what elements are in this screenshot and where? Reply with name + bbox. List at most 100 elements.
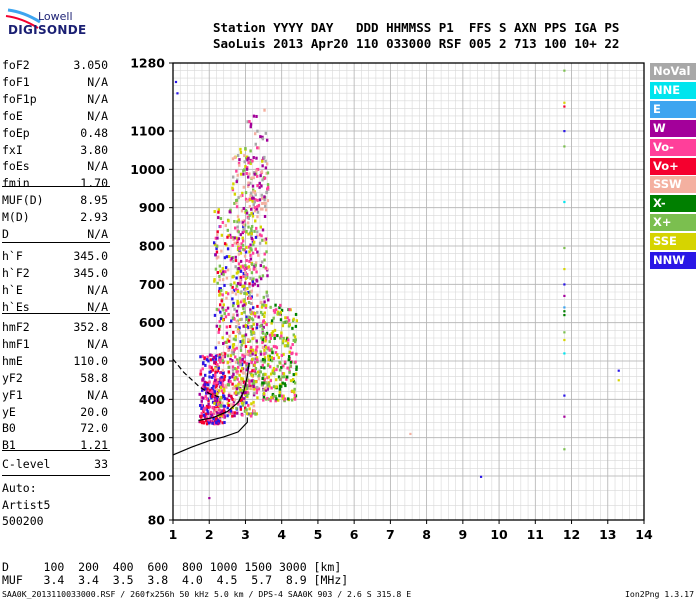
echo-point [251, 348, 255, 352]
echo-point [259, 207, 263, 211]
param-row: foF2 3.050 [2, 58, 108, 72]
echo-point [293, 397, 297, 401]
echo-point [272, 366, 276, 370]
echo-point [203, 383, 206, 387]
echo-point [241, 367, 244, 371]
param-row: M(D) 2.93 [2, 210, 108, 224]
echo-point [256, 198, 259, 202]
echo-point [264, 166, 268, 170]
echo-point [248, 294, 252, 298]
echo-point [237, 252, 241, 256]
param-name: yF1 [2, 387, 23, 402]
echo-point [563, 200, 566, 204]
echo-point [201, 413, 204, 417]
echo-point [222, 371, 225, 375]
echo-point [213, 313, 217, 317]
echo-point [563, 331, 566, 334]
echo-point [275, 397, 278, 401]
echo-point [234, 355, 237, 359]
echo-point [234, 265, 237, 269]
param-value: 345.0 [73, 249, 108, 263]
echo-point [262, 336, 266, 340]
echo-point [214, 399, 217, 403]
echo-point [236, 173, 239, 177]
echo-point [242, 371, 245, 375]
echo-point [237, 322, 240, 326]
echo-point [239, 251, 243, 255]
echo-point [274, 345, 277, 349]
echo-point [244, 406, 247, 410]
echo-point [218, 421, 221, 425]
echo-point [229, 354, 233, 358]
panel-divider [2, 475, 110, 476]
panel-divider [2, 186, 110, 187]
echo-point [236, 371, 239, 375]
echo-point [260, 336, 263, 340]
echo-point [245, 273, 249, 277]
echo-point [201, 388, 204, 392]
echo-point [241, 236, 244, 240]
echo-point [213, 279, 216, 283]
echo-point [241, 285, 244, 289]
echo-point [269, 305, 272, 309]
echo-point [271, 369, 274, 373]
echo-point [273, 328, 277, 332]
echo-point [252, 176, 255, 180]
echo-point [241, 239, 245, 243]
echo-point [248, 379, 251, 383]
echo-point [279, 303, 282, 307]
echo-point [256, 167, 260, 171]
echo-point [207, 359, 210, 363]
echo-point [249, 301, 253, 305]
echo-point [243, 409, 247, 413]
echo-point [230, 405, 233, 409]
echo-point [247, 318, 251, 322]
echo-point [266, 199, 270, 203]
echo-point [265, 171, 268, 175]
echo-point [233, 226, 237, 230]
echo-point [226, 306, 230, 310]
echo-point [216, 281, 219, 285]
param-row: foE N/A [2, 109, 108, 123]
trace-line [198, 362, 250, 421]
echo-point [231, 275, 234, 279]
echo-point [263, 108, 266, 112]
echo-point [250, 359, 253, 363]
echo-point [291, 326, 294, 330]
echo-point [242, 397, 246, 401]
echo-point [253, 391, 256, 395]
echo-point [252, 404, 256, 408]
param-row: h`F2 345.0 [2, 266, 108, 280]
echo-point [246, 412, 249, 416]
echo-point [237, 331, 241, 335]
echo-point [251, 337, 254, 341]
echo-point [267, 397, 271, 401]
echo-point [252, 384, 255, 388]
echo-point [220, 378, 223, 382]
echo-point [261, 377, 264, 381]
echo-point [246, 265, 249, 269]
echo-point [236, 330, 240, 334]
echo-point [264, 131, 268, 135]
echo-point [215, 250, 219, 254]
echo-point [255, 174, 259, 178]
echo-point [242, 341, 245, 345]
param-value: 72.0 [80, 421, 108, 436]
echo-point [215, 421, 218, 425]
param-name: foF1 [2, 74, 30, 89]
echo-point [216, 397, 219, 401]
echo-point [241, 193, 244, 197]
echo-point [288, 350, 291, 354]
echo-point [199, 415, 203, 419]
echo-point [227, 380, 231, 384]
echo-point [293, 381, 297, 385]
echo-point [278, 384, 282, 388]
x-tick-label: 2 [205, 527, 214, 542]
echo-point [223, 355, 226, 359]
echo-point [290, 352, 293, 356]
echo-point [233, 376, 237, 380]
echo-point [221, 336, 224, 340]
echo-point [262, 388, 265, 392]
echo-point [261, 363, 264, 367]
x-tick-label: 7 [386, 527, 395, 542]
